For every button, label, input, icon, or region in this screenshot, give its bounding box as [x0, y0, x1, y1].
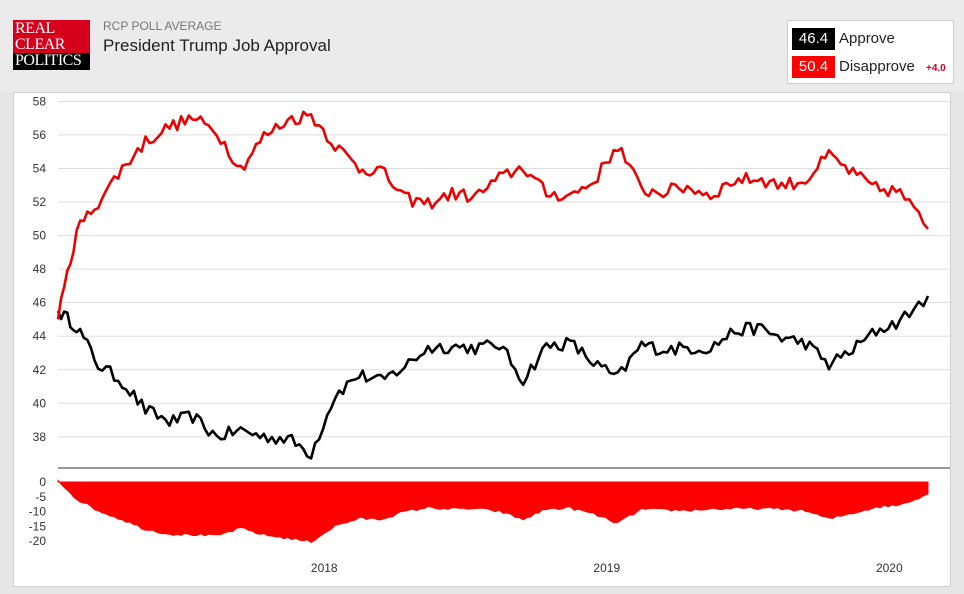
spread-tick-labels: 0-5-10-15-20	[29, 475, 47, 548]
y-tick-label: 48	[33, 262, 47, 276]
spread-area	[57, 479, 929, 543]
chart-title: President Trump Job Approval	[103, 36, 331, 55]
x-tick-label: 2020	[876, 561, 903, 575]
y-tick-label: 58	[33, 94, 47, 108]
disapprove-label: Disapprove	[839, 58, 915, 75]
approve-value-badge: 46.4	[792, 28, 835, 50]
y-tick-label: 54	[33, 161, 47, 175]
spread-badge: +4.0	[926, 63, 946, 74]
x-tick-label: 2018	[311, 561, 338, 575]
spread-tick-label: -10	[29, 505, 47, 519]
spread-area-fill	[57, 479, 929, 543]
disapprove-value-badge: 50.4	[792, 56, 835, 78]
logo-line-1: REAL	[15, 20, 55, 37]
spread-tick-label: -15	[29, 519, 47, 533]
y-tick-label: 56	[33, 128, 47, 142]
y-tick-label: 52	[33, 195, 47, 209]
legend: 46.4 Approve 50.4 Disapprove +4.0	[787, 20, 954, 84]
grid-lines	[58, 100, 950, 469]
chart-header: REAL CLEAR POLITICS RCP POLL AVERAGE Pre…	[0, 0, 964, 92]
logo-line-3: POLITICS	[15, 52, 82, 69]
approve-label: Approve	[839, 30, 895, 47]
y-tick-label: 44	[33, 329, 47, 343]
x-tick-label: 2019	[593, 561, 620, 575]
x-tick-labels: 2018 2019 2020	[311, 561, 903, 575]
series-line-disapprove	[56, 110, 929, 320]
logo-line-3-bar: POLITICS	[13, 53, 90, 70]
y-tick-label: 50	[33, 229, 47, 243]
realclearpolitics-logo[interactable]: REAL CLEAR POLITICS	[13, 20, 90, 70]
spread-tick-label: -5	[35, 490, 46, 504]
series-line-approve	[56, 295, 930, 460]
y-tick-label: 38	[33, 430, 47, 444]
series-lines	[56, 110, 930, 460]
spread-tick-label: 0	[39, 475, 46, 489]
y-tick-labels: 38 40 42 44 46 48 50 52 54 56 58	[33, 94, 47, 443]
y-tick-label: 42	[33, 363, 47, 377]
logo-line-2: CLEAR	[15, 36, 65, 53]
y-tick-label: 46	[33, 296, 47, 310]
y-tick-label: 40	[33, 396, 47, 410]
chart-kicker: RCP POLL AVERAGE	[103, 19, 222, 33]
spread-tick-label: -20	[29, 534, 47, 548]
